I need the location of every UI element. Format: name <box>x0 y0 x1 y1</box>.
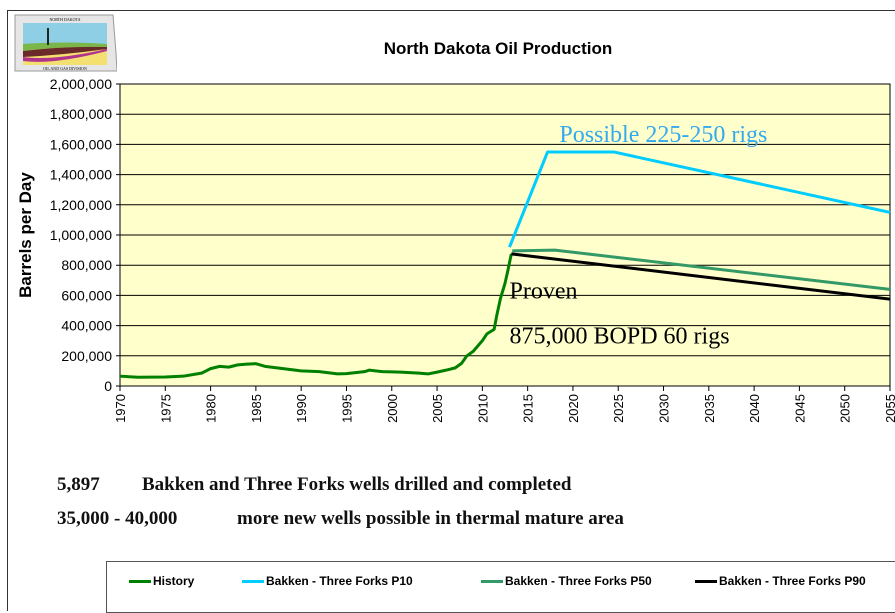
legend-swatch <box>129 579 151 583</box>
x-tick-label: 1980 <box>204 394 219 423</box>
wells-possible-text: more new wells possible in thermal matur… <box>237 508 624 529</box>
x-tick-label: 1990 <box>294 394 309 423</box>
legend-item-p10: Bakken - Three Forks P10 <box>242 574 413 588</box>
chart-title: North Dakota Oil Production <box>384 39 613 58</box>
legend-swatch <box>695 579 717 583</box>
x-tick-label: 1975 <box>158 394 173 423</box>
x-tick-label: 1985 <box>249 394 264 423</box>
x-tick-label: 2040 <box>747 394 762 423</box>
y-axis-label: Barrels per Day <box>16 172 35 298</box>
series-line-history <box>119 253 513 379</box>
annotation: Possible 225-250 rigs <box>559 122 767 148</box>
y-tick-label: 200,000 <box>61 348 112 364</box>
wells-possible-note: 35,000 - 40,000 more new wells possible … <box>57 508 624 530</box>
y-tick-label: 1,400,000 <box>50 167 112 183</box>
annotation: 875,000 BOPD 60 rigs <box>510 324 730 350</box>
x-tick-label: 2000 <box>385 394 400 423</box>
legend: History Bakken - Three Forks P10 Bakken … <box>106 561 895 613</box>
x-tick-label: 2030 <box>657 394 672 423</box>
wells-possible-number: 35,000 - 40,000 <box>57 508 178 529</box>
legend-swatch <box>481 579 503 583</box>
x-tick-label: 2025 <box>611 394 626 423</box>
svg-text:OIL AND GAS DIVISION: OIL AND GAS DIVISION <box>43 66 87 71</box>
y-tick-label: 2,000,000 <box>50 76 112 92</box>
logo: NORTH DAKOTA OIL AND GAS DIVISION <box>13 13 118 73</box>
annotation: Proven <box>510 278 578 304</box>
x-tick-label: 2020 <box>566 394 581 423</box>
legend-swatch <box>242 579 264 583</box>
x-tick-label: 2005 <box>430 394 445 423</box>
y-tick-label: 400,000 <box>61 318 112 334</box>
legend-item-p50: Bakken - Three Forks P50 <box>481 574 652 588</box>
svg-text:NORTH DAKOTA: NORTH DAKOTA <box>49 17 80 22</box>
x-tick-label: 2010 <box>475 394 490 423</box>
line-chart: North Dakota Oil Production Barrels per … <box>16 39 895 423</box>
series-line-bakken-three-forks-p50 <box>512 248 891 291</box>
wells-drilled-number: 5,897 <box>57 474 100 495</box>
y-tick-label: 0 <box>104 378 112 394</box>
y-tick-label: 1,800,000 <box>50 106 112 122</box>
x-tick-label: 2035 <box>702 394 717 423</box>
y-tick-label: 1,200,000 <box>50 197 112 213</box>
series-line-bakken-three-forks-p10 <box>508 150 891 248</box>
chart-frame <box>7 10 895 611</box>
series-line-bakken-three-forks-p90 <box>511 252 891 301</box>
y-tick-label: 1,000,000 <box>50 227 112 243</box>
x-tick-label: 1970 <box>113 394 128 423</box>
y-tick-label: 1,600,000 <box>50 136 112 152</box>
x-tick-label: 1995 <box>339 394 354 423</box>
y-tick-label: 800,000 <box>61 257 112 273</box>
wells-drilled-text: Bakken and Three Forks wells drilled and… <box>142 474 572 495</box>
legend-item-history: History <box>129 574 194 588</box>
legend-item-p90: Bakken - Three Forks P90 <box>695 574 866 588</box>
wells-drilled-note: 5,897 Bakken and Three Forks wells drill… <box>57 474 572 496</box>
x-tick-label: 2055 <box>883 394 895 423</box>
x-tick-label: 2015 <box>521 394 536 423</box>
north-dakota-logo-icon: NORTH DAKOTA OIL AND GAS DIVISION <box>14 14 118 72</box>
y-tick-label: 600,000 <box>61 287 112 303</box>
x-tick-label: 2050 <box>838 394 853 423</box>
x-tick-label: 2045 <box>792 394 807 423</box>
